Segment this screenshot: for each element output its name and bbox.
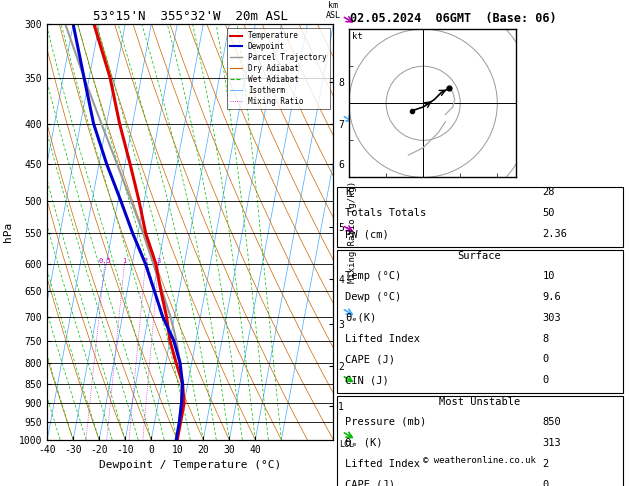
Text: 303: 303 (543, 312, 561, 323)
Text: Most Unstable: Most Unstable (439, 398, 520, 407)
Text: LCL: LCL (339, 440, 354, 449)
Text: km
ASL: km ASL (326, 1, 341, 20)
Text: 313: 313 (543, 438, 561, 448)
Y-axis label: hPa: hPa (3, 222, 13, 242)
Text: Totals Totals: Totals Totals (345, 208, 426, 218)
Text: kt: kt (352, 32, 363, 41)
Text: 10: 10 (543, 271, 555, 281)
Text: θₑ (K): θₑ (K) (345, 438, 382, 448)
Text: CAPE (J): CAPE (J) (345, 354, 395, 364)
Text: 2: 2 (143, 258, 148, 263)
Text: 0: 0 (543, 480, 549, 486)
Text: 0.5: 0.5 (98, 258, 111, 263)
Text: θₑ(K): θₑ(K) (345, 312, 376, 323)
Text: Lifted Index: Lifted Index (345, 459, 420, 469)
Text: 850: 850 (543, 417, 561, 427)
Text: 0: 0 (543, 375, 549, 385)
Text: K: K (345, 188, 352, 197)
Text: 9.6: 9.6 (543, 292, 561, 302)
Legend: Temperature, Dewpoint, Parcel Trajectory, Dry Adiabat, Wet Adiabat, Isotherm, Mi: Temperature, Dewpoint, Parcel Trajectory… (227, 28, 330, 109)
Text: Pressure (mb): Pressure (mb) (345, 417, 426, 427)
Text: PW (cm): PW (cm) (345, 229, 389, 239)
Y-axis label: Mixing Ratio (g/kg): Mixing Ratio (g/kg) (348, 181, 357, 283)
Title: 53°15'N  355°32'W  20m ASL: 53°15'N 355°32'W 20m ASL (92, 10, 288, 23)
Text: CAPE (J): CAPE (J) (345, 480, 395, 486)
Bar (337, 250, 623, 393)
Text: 02.05.2024  06GMT  (Base: 06): 02.05.2024 06GMT (Base: 06) (350, 12, 556, 25)
Text: 0: 0 (543, 354, 549, 364)
Text: CIN (J): CIN (J) (345, 375, 389, 385)
X-axis label: Dewpoint / Temperature (°C): Dewpoint / Temperature (°C) (99, 460, 281, 470)
Text: 3: 3 (157, 258, 161, 263)
Text: 50: 50 (543, 208, 555, 218)
Text: 8: 8 (543, 333, 549, 344)
Text: Lifted Index: Lifted Index (345, 333, 420, 344)
Text: Surface: Surface (458, 251, 501, 261)
Text: Dewp (°C): Dewp (°C) (345, 292, 401, 302)
Text: © weatheronline.co.uk: © weatheronline.co.uk (423, 456, 536, 466)
Text: 28: 28 (543, 188, 555, 197)
Bar (337, 188, 623, 247)
Text: 1: 1 (122, 258, 126, 263)
Bar (337, 396, 623, 486)
Text: Temp (°C): Temp (°C) (345, 271, 401, 281)
Text: 2: 2 (543, 459, 549, 469)
Text: 2.36: 2.36 (543, 229, 567, 239)
